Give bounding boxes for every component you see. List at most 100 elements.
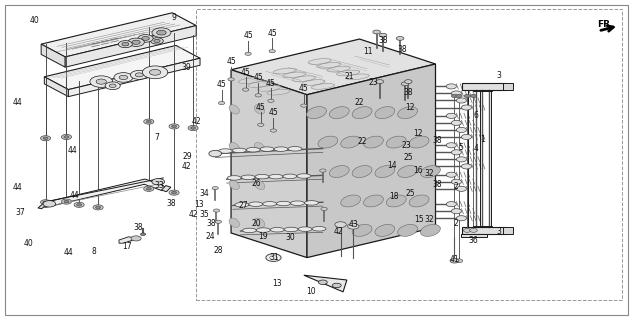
- Ellipse shape: [232, 148, 246, 153]
- Text: 25: 25: [403, 153, 413, 162]
- Circle shape: [332, 283, 341, 288]
- Text: 38: 38: [166, 199, 176, 208]
- Ellipse shape: [254, 105, 265, 114]
- Polygon shape: [41, 44, 65, 67]
- Ellipse shape: [260, 147, 274, 151]
- Polygon shape: [248, 82, 271, 87]
- Circle shape: [64, 136, 69, 138]
- Circle shape: [321, 207, 327, 211]
- Ellipse shape: [352, 165, 372, 178]
- Circle shape: [456, 186, 467, 191]
- Polygon shape: [327, 66, 350, 72]
- Text: 7: 7: [154, 133, 160, 142]
- Text: 38: 38: [397, 45, 407, 54]
- Ellipse shape: [398, 224, 418, 236]
- Ellipse shape: [235, 203, 249, 207]
- Text: 32: 32: [424, 169, 434, 178]
- Text: 27: 27: [239, 201, 249, 210]
- Circle shape: [191, 127, 196, 129]
- Ellipse shape: [375, 224, 395, 236]
- Circle shape: [463, 228, 471, 232]
- Ellipse shape: [298, 227, 312, 231]
- Text: 39: 39: [182, 63, 192, 72]
- Ellipse shape: [291, 201, 304, 205]
- Text: 19: 19: [258, 232, 268, 241]
- Polygon shape: [308, 59, 331, 64]
- Text: 42: 42: [182, 162, 192, 171]
- Ellipse shape: [229, 180, 239, 190]
- Ellipse shape: [269, 174, 283, 179]
- Circle shape: [172, 191, 177, 194]
- Text: 8: 8: [91, 247, 96, 256]
- Text: 29: 29: [182, 152, 192, 161]
- Text: 42: 42: [188, 210, 198, 219]
- Ellipse shape: [409, 195, 429, 207]
- Ellipse shape: [270, 228, 284, 232]
- Circle shape: [130, 70, 148, 79]
- Circle shape: [446, 84, 456, 89]
- Circle shape: [245, 52, 251, 55]
- Ellipse shape: [341, 195, 361, 207]
- Text: 45: 45: [216, 80, 227, 89]
- Ellipse shape: [352, 107, 372, 119]
- Text: 13: 13: [272, 279, 282, 288]
- Text: 44: 44: [70, 191, 80, 200]
- Ellipse shape: [386, 136, 406, 148]
- Circle shape: [404, 80, 412, 84]
- Circle shape: [188, 125, 198, 131]
- Polygon shape: [304, 275, 347, 292]
- Circle shape: [96, 206, 101, 209]
- Text: 32: 32: [424, 215, 434, 224]
- Circle shape: [149, 69, 161, 75]
- Text: 22: 22: [354, 98, 365, 107]
- Text: 38: 38: [206, 220, 216, 228]
- Circle shape: [90, 76, 113, 87]
- Ellipse shape: [386, 195, 406, 207]
- Text: 42: 42: [334, 228, 344, 236]
- Circle shape: [461, 134, 472, 140]
- Text: 44: 44: [13, 183, 23, 192]
- Ellipse shape: [241, 175, 255, 180]
- Circle shape: [93, 205, 103, 210]
- Ellipse shape: [375, 107, 395, 119]
- Polygon shape: [318, 62, 341, 68]
- Circle shape: [61, 199, 72, 204]
- Ellipse shape: [409, 136, 429, 148]
- Circle shape: [464, 94, 470, 98]
- Text: 30: 30: [285, 233, 295, 242]
- Text: 44: 44: [63, 248, 73, 257]
- Circle shape: [135, 73, 143, 77]
- Circle shape: [77, 204, 82, 206]
- Text: 38: 38: [403, 88, 413, 97]
- Circle shape: [169, 190, 179, 195]
- Circle shape: [456, 94, 462, 98]
- Circle shape: [141, 233, 146, 236]
- Circle shape: [451, 179, 461, 184]
- Ellipse shape: [277, 201, 291, 206]
- Circle shape: [144, 186, 154, 191]
- Polygon shape: [161, 186, 171, 192]
- Ellipse shape: [363, 136, 384, 148]
- Polygon shape: [68, 58, 200, 97]
- Polygon shape: [65, 26, 196, 67]
- Polygon shape: [258, 85, 280, 91]
- Ellipse shape: [254, 142, 265, 152]
- Text: 14: 14: [387, 161, 398, 170]
- Polygon shape: [462, 83, 506, 90]
- Text: 24: 24: [206, 232, 216, 241]
- Ellipse shape: [229, 218, 239, 228]
- Text: 38: 38: [133, 223, 143, 232]
- Ellipse shape: [420, 165, 441, 178]
- Text: 25: 25: [405, 189, 415, 198]
- Text: 45: 45: [268, 108, 279, 117]
- Text: 37: 37: [15, 208, 25, 217]
- Circle shape: [142, 36, 149, 40]
- Circle shape: [74, 202, 84, 207]
- Text: 6: 6: [473, 111, 479, 120]
- Text: 12: 12: [413, 129, 423, 138]
- Circle shape: [318, 280, 327, 284]
- Text: 2: 2: [453, 219, 458, 228]
- Circle shape: [43, 137, 48, 140]
- Ellipse shape: [352, 224, 372, 236]
- Circle shape: [41, 136, 51, 141]
